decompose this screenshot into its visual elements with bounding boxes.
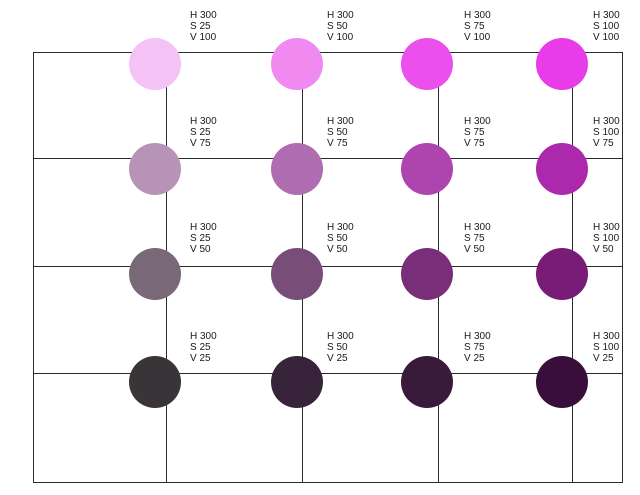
hsv-label-h: H 300 [190, 331, 217, 342]
grid-line [33, 373, 623, 375]
hsv-label-v: V 25 [464, 353, 485, 364]
hsv-label-h: H 300 [327, 331, 354, 342]
color-swatch [401, 143, 453, 195]
hsv-label-v: V 100 [190, 32, 217, 43]
hsv-label-h: H 300 [593, 10, 620, 21]
grid-line [622, 52, 624, 483]
hsv-label-v: V 100 [327, 32, 354, 43]
color-swatch [536, 143, 588, 195]
hsv-label-v: V 100 [464, 32, 491, 43]
color-swatch [129, 38, 181, 90]
hsv-label-s: S 25 [190, 342, 211, 353]
hsv-label: H 300 S 25 V 25 [189, 331, 218, 364]
grid-line [33, 158, 623, 160]
hsv-label-v: V 50 [464, 244, 485, 255]
color-swatch [401, 38, 453, 90]
hsv-label-h: H 300 [327, 116, 354, 127]
hsv-label-h: H 300 [464, 222, 491, 233]
color-swatch [271, 143, 323, 195]
hsv-label-h: H 300 [464, 116, 491, 127]
color-swatch [271, 38, 323, 90]
hsv-label: H 300 S 100 V 25 [592, 331, 621, 364]
color-swatch [536, 356, 588, 408]
hsv-label-s: S 25 [190, 233, 211, 244]
hsv-label-v: V 75 [190, 138, 211, 149]
grid-line [33, 482, 623, 484]
hsv-label-s: S 25 [190, 127, 211, 138]
hsv-label: H 300 S 50 V 25 [326, 331, 355, 364]
hsv-label-s: S 50 [327, 342, 348, 353]
hsv-label-h: H 300 [593, 222, 620, 233]
hsv-label-v: V 25 [190, 353, 211, 364]
hsv-label-s: S 100 [593, 127, 620, 138]
hsv-label: H 300 S 75 V 50 [463, 222, 492, 255]
color-swatch [271, 248, 323, 300]
hsv-label: H 300 S 25 V 75 [189, 116, 218, 149]
hsv-label-s: S 50 [327, 127, 348, 138]
hsv-label-v: V 50 [190, 244, 211, 255]
hsv-label-h: H 300 [190, 10, 217, 21]
grid-line [33, 52, 35, 483]
hsv-label: H 300 S 25 V 50 [189, 222, 218, 255]
hsv-label-h: H 300 [464, 10, 491, 21]
color-swatch [129, 248, 181, 300]
hsv-label: H 300 S 75 V 25 [463, 331, 492, 364]
hsv-label-h: H 300 [327, 222, 354, 233]
hsv-label: H 300 S 100 V 100 [592, 10, 621, 43]
hsv-label-s: S 100 [593, 342, 620, 353]
hsv-label-v: V 75 [327, 138, 348, 149]
hsv-label-v: V 50 [593, 244, 614, 255]
hsv-label-h: H 300 [593, 331, 620, 342]
hsv-label: H 300 S 50 V 50 [326, 222, 355, 255]
color-swatch [129, 356, 181, 408]
hsv-label-v: V 25 [593, 353, 614, 364]
hsv-label-s: S 75 [464, 21, 485, 32]
color-swatch [536, 38, 588, 90]
color-swatch [536, 248, 588, 300]
color-swatch [401, 248, 453, 300]
color-swatch [271, 356, 323, 408]
hsv-label-v: V 100 [593, 32, 620, 43]
hsv-label: H 300 S 25 V 100 [189, 10, 218, 43]
hsv-label-h: H 300 [464, 331, 491, 342]
hsv-label-s: S 25 [190, 21, 211, 32]
hsv-label-s: S 100 [593, 21, 620, 32]
hsv-label: H 300 S 75 V 100 [463, 10, 492, 43]
hsv-label-s: S 75 [464, 127, 485, 138]
hsv-label-h: H 300 [190, 116, 217, 127]
hsv-label-s: S 50 [327, 233, 348, 244]
grid-line [33, 266, 623, 268]
hsv-label-s: S 50 [327, 21, 348, 32]
hsv-label-s: S 75 [464, 342, 485, 353]
hsv-label-v: V 75 [593, 138, 614, 149]
color-swatch [129, 143, 181, 195]
hsv-label: H 300 S 50 V 75 [326, 116, 355, 149]
hsv-label-h: H 300 [190, 222, 217, 233]
hsv-label-s: S 75 [464, 233, 485, 244]
hsv-label: H 300 S 75 V 75 [463, 116, 492, 149]
hsv-label-v: V 50 [327, 244, 348, 255]
hsv-label: H 300 S 50 V 100 [326, 10, 355, 43]
hsv-label-v: V 25 [327, 353, 348, 364]
hsv-label-s: S 100 [593, 233, 620, 244]
hsv-label: H 300 S 100 V 75 [592, 116, 621, 149]
hsv-label: H 300 S 100 V 50 [592, 222, 621, 255]
grid-line [33, 52, 623, 54]
hsv-label-h: H 300 [593, 116, 620, 127]
color-swatch [401, 356, 453, 408]
hsv-label-v: V 75 [464, 138, 485, 149]
hsv-label-h: H 300 [327, 10, 354, 21]
